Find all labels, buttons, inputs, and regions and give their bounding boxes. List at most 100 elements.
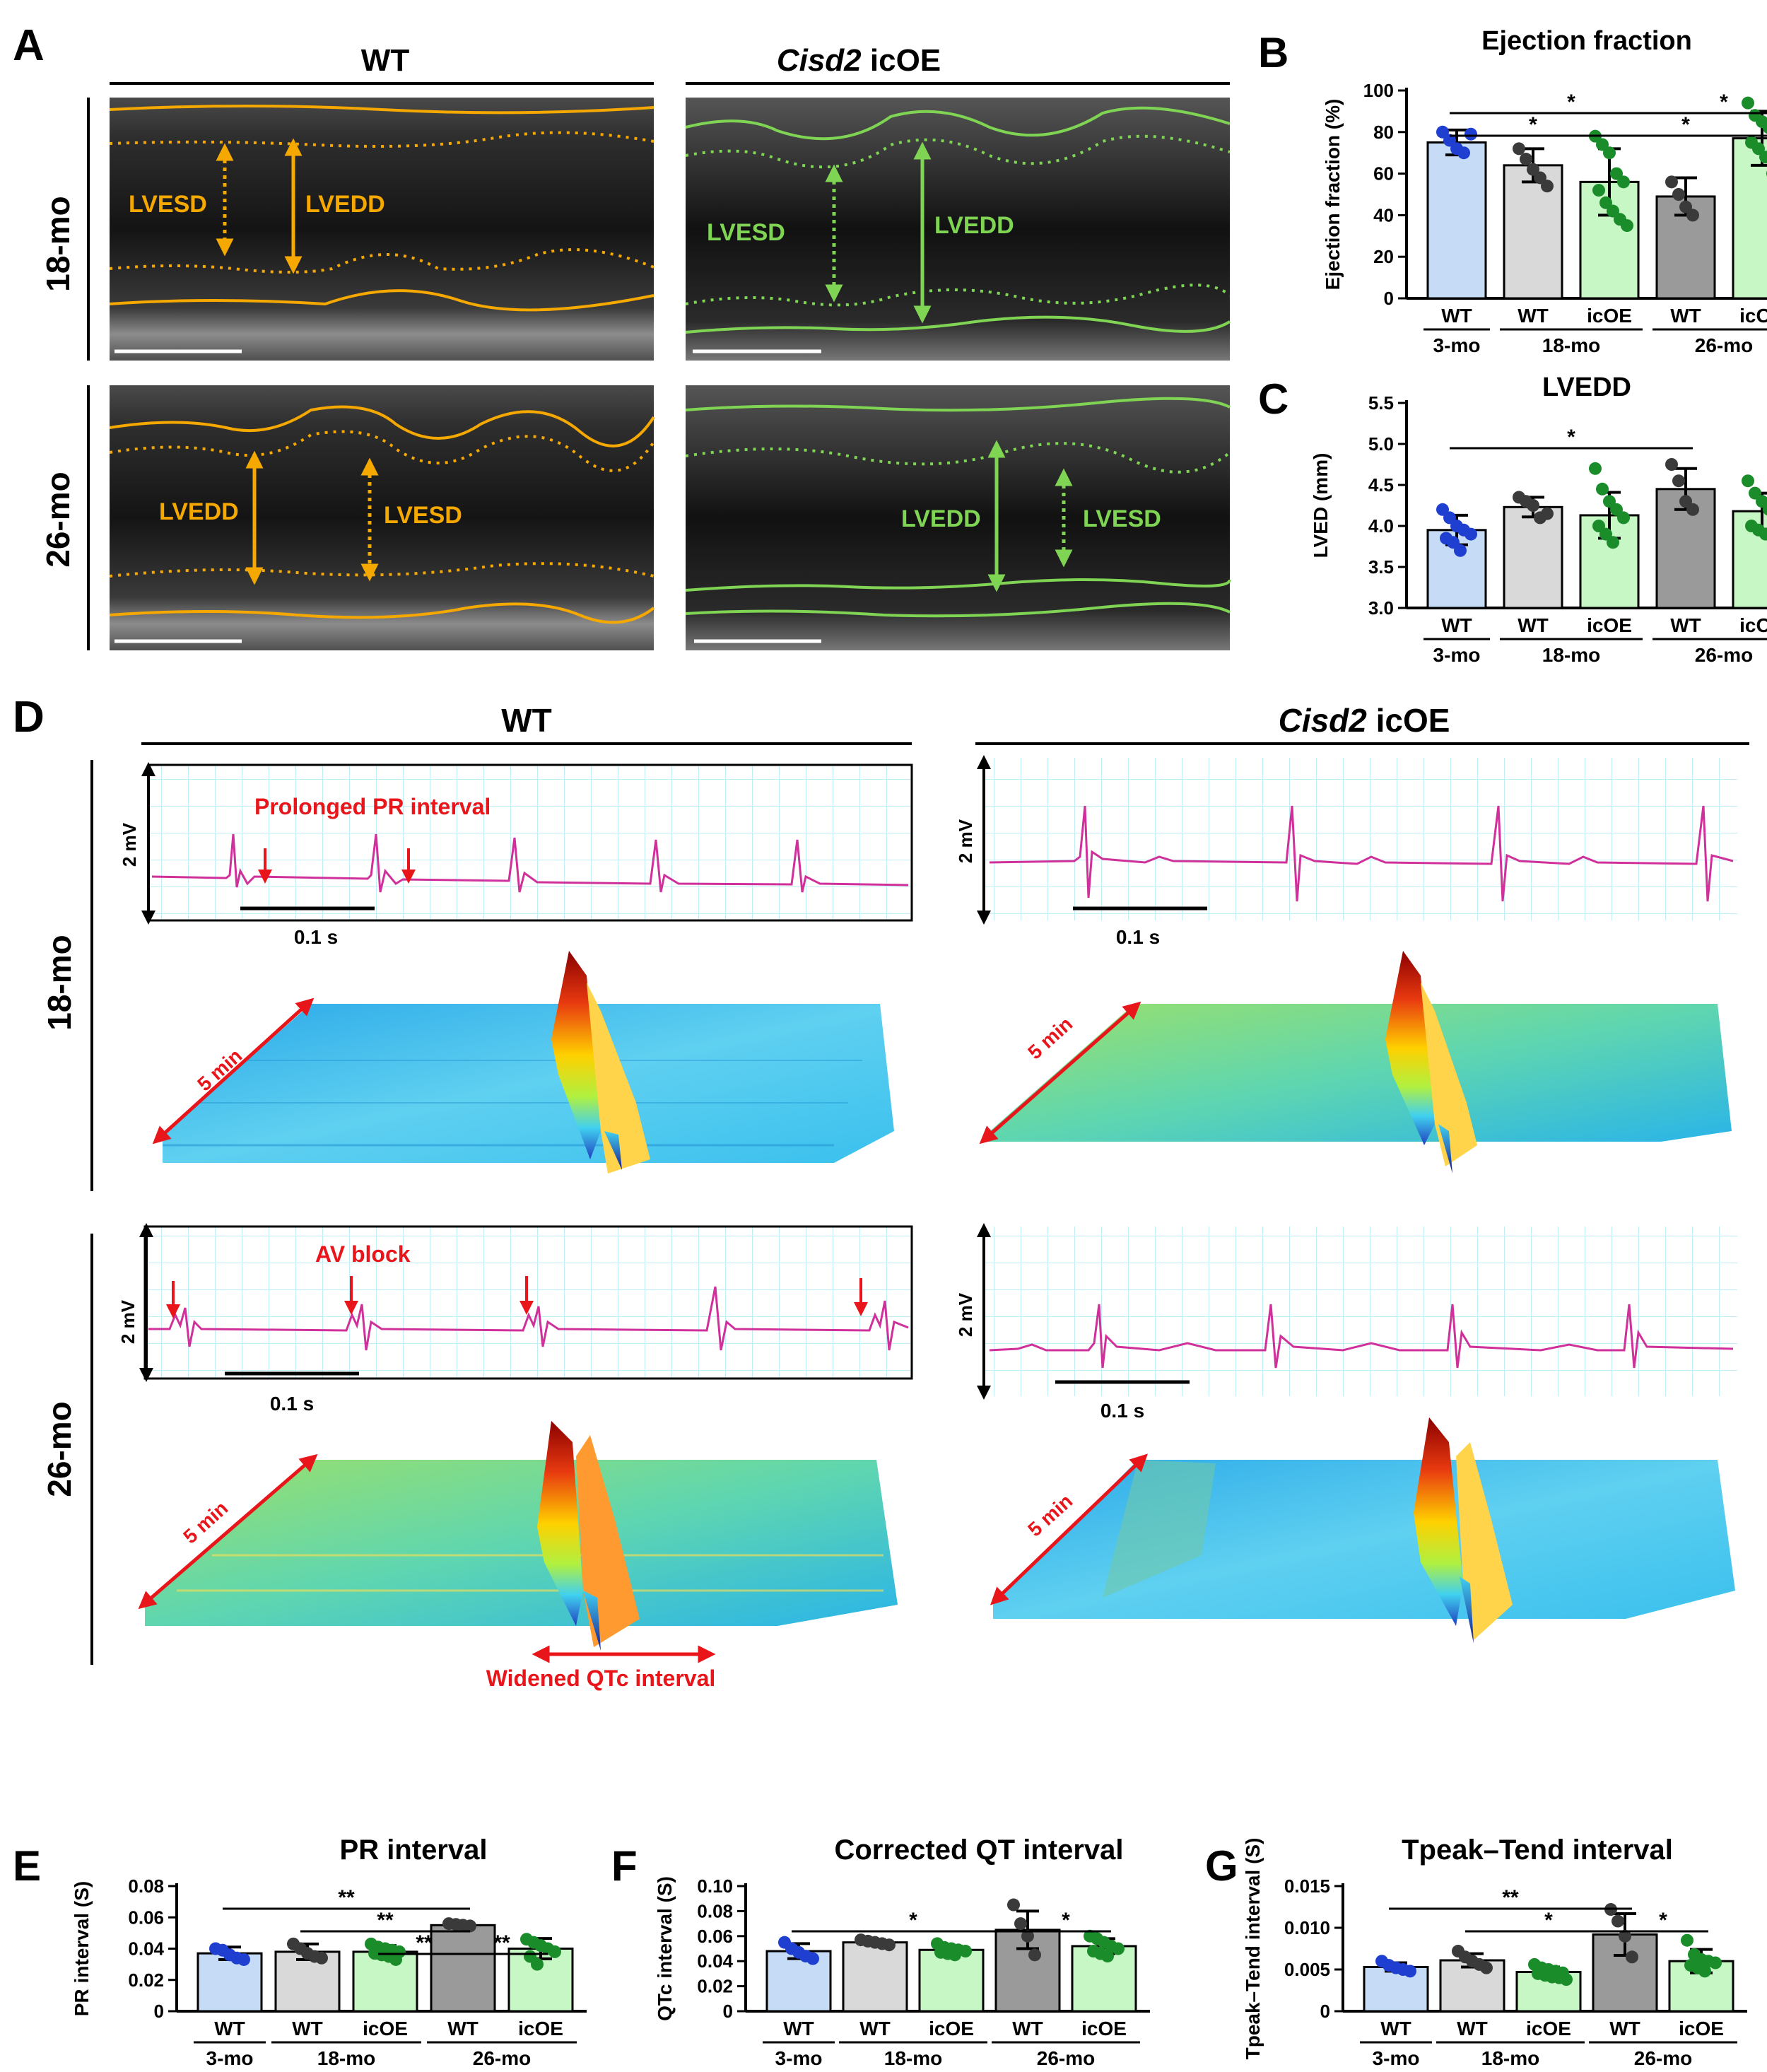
waterfall-icoe-18mo: 5 min [979,951,1732,1173]
x-tick-label: WT [783,2018,814,2039]
data-point [1665,458,1678,471]
prolonged-pr-label: Prolonged PR interval [254,794,491,819]
significance-label: * [1529,113,1537,136]
y-axis-label: Ejection fraction (%) [1322,99,1344,291]
bar [274,1950,341,2013]
chart-pr-interval: E PR interval PR interval (S) 0 0.02 0.04 0.06… [13,1834,587,2069]
data-point [1679,200,1692,213]
echo-icoe-26mo: LVEDD LVESD [685,385,1231,650]
bar [1579,514,1640,609]
lvedd-label: LVEDD [934,212,1014,239]
data-point [1101,1950,1114,1963]
lvesd-label: LVESD [1083,505,1161,532]
ecg-wt-18mo: 2 mV Prolonged PR interval 0.1 s [119,762,913,948]
lvesd-label: LVESD [129,191,207,218]
ecg-trace [989,805,1734,902]
bar [765,1950,832,2013]
x-tick-label: WT [292,2018,323,2039]
bar [1503,505,1563,609]
data-point [1626,1950,1638,1964]
y-tick-label: 0 [1320,2001,1330,2022]
y-axis-label: PR interval (S) [71,1881,93,2016]
y-tick-label: 20 [1373,246,1394,267]
mv-label: 2 mV [117,1299,139,1344]
data-point [1709,1956,1722,1969]
chart-title: Tpeak–Tend interval [1402,1834,1673,1866]
data-point [1464,527,1477,541]
y-axis-label: Tpeak–Tend interval (S) [1242,1838,1264,2060]
group-label: 3-mo [1433,334,1481,356]
ecg-icoe-26mo: 2 mV 0.1 s [955,1223,1737,1422]
data-point [1527,499,1539,512]
data-point [1617,511,1630,525]
data-point [1596,482,1609,496]
x-tick-label: WT [859,2018,891,2039]
group-label: 18-mo [1481,2047,1539,2069]
group-label: 26-mo [1695,644,1753,666]
group-label: 26-mo [1037,2047,1095,2069]
data-point [1686,503,1699,516]
widened-qtc-label: Widened QTc interval [486,1666,716,1691]
data-point [1007,1898,1020,1912]
data-point [1014,1917,1027,1931]
significance-label: * [909,1909,917,1932]
data-point [949,1948,961,1962]
y-axis-label: LVED (mm) [1310,453,1332,558]
y-tick-label: 0.010 [1284,1917,1330,1938]
x-tick-label: WT [1441,305,1472,327]
x-tick-label: WT [1012,2018,1043,2039]
mv-label: 2 mV [955,819,976,863]
panel-d-row-26mo: 26-mo [41,1401,78,1497]
significance-label: * [1720,90,1728,114]
y-tick-label: 80 [1373,122,1394,143]
bar [1363,1965,1429,2013]
significance-label: ** [416,1931,433,1955]
panel-a-letter: A [13,21,45,70]
x-tick-label: icOE [1081,2018,1127,2039]
group-label: 26-mo [1695,334,1753,356]
waterfall-icoe-26mo: 5 min [990,1417,1735,1644]
x-tick-label: WT [1441,614,1472,636]
significance-label: * [1659,1909,1667,1932]
data-point [1534,171,1546,185]
waterfall-wt-18mo: 5 min [152,951,894,1173]
data-point [1617,175,1630,189]
y-tick-label: 0.10 [697,1875,733,1897]
data-point [959,1945,972,1958]
panel-a-cisd2-header: Cisd2 icOE [777,43,941,78]
panel-a: A WT Cisd2 icOE 18-mo 26-mo LVESD LVEDD [13,21,1231,650]
panel-d: D WT Cisd2 icOE 18-mo 26-mo 2 mV Prolong… [13,693,1749,1691]
panel-a-row-26mo: 26-mo [40,472,76,567]
x-tick-label: icOE [1587,305,1632,327]
x-tick-label: WT [1380,2018,1411,2039]
data-point [1607,536,1619,549]
lvesd-label: LVESD [384,502,462,529]
data-point [315,1951,328,1965]
data-point [1763,503,1767,516]
chart-lvedd: C LVEDD LVED (mm) 3.0 3.5 4.0 4.5 5.0 5.5 WT WT icO… [1258,373,1767,666]
y-tick-label: 0.04 [128,1938,164,1960]
data-point [1607,204,1619,218]
lvedd-label: LVEDD [305,191,385,218]
bar [196,1952,263,2013]
data-point [1603,146,1616,160]
panel-a-wt-header: WT [361,43,410,78]
data-point [1457,146,1470,160]
mv-label: 2 mV [955,1292,976,1337]
group-label: 26-mo [473,2047,531,2069]
mv-label: 2 mV [119,822,140,867]
time-label: 0.1 s [1116,926,1160,948]
bar [430,1924,496,2013]
significance-label: ** [377,1909,394,1932]
chart-title: Ejection fraction [1481,26,1692,56]
data-point [1619,1929,1631,1943]
ecg-trace [989,1304,1734,1369]
data-point [1698,1965,1711,1978]
lvedd-label: LVEDD [159,498,239,525]
y-tick-label: 0.015 [1284,1875,1330,1897]
duration-arrow [138,1453,318,1610]
panel-letter: B [1258,29,1288,76]
x-tick-label: icOE [1587,614,1632,636]
y-tick-label: 0 [154,2001,164,2022]
chart-title: Corrected QT interval [834,1834,1123,1866]
